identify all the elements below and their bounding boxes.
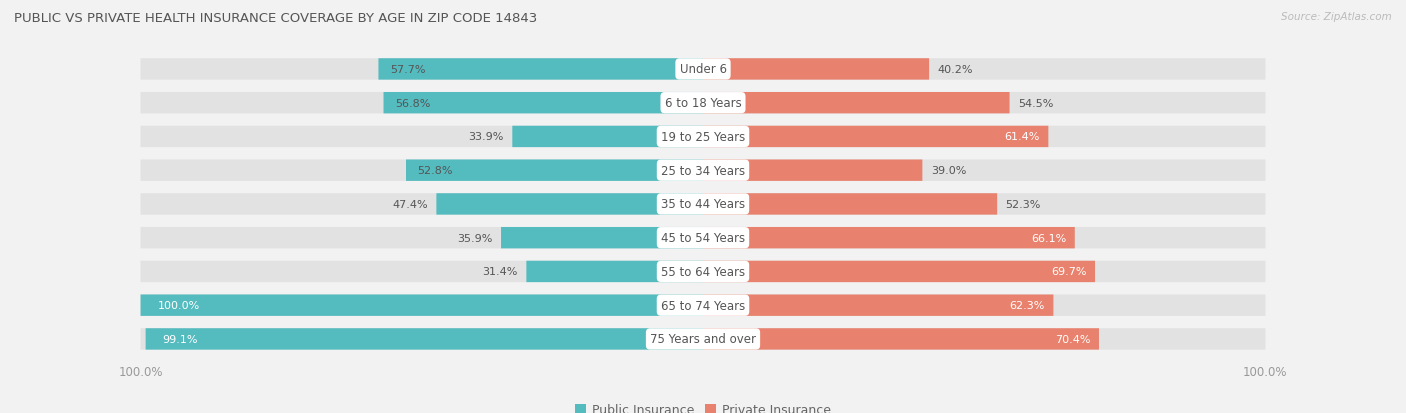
FancyBboxPatch shape xyxy=(703,295,1053,316)
Text: 39.0%: 39.0% xyxy=(931,166,966,176)
Text: 54.5%: 54.5% xyxy=(1018,98,1053,109)
FancyBboxPatch shape xyxy=(141,228,1265,249)
Text: 31.4%: 31.4% xyxy=(482,267,517,277)
Text: PUBLIC VS PRIVATE HEALTH INSURANCE COVERAGE BY AGE IN ZIP CODE 14843: PUBLIC VS PRIVATE HEALTH INSURANCE COVER… xyxy=(14,12,537,25)
Text: 75 Years and over: 75 Years and over xyxy=(650,332,756,346)
Text: Under 6: Under 6 xyxy=(679,63,727,76)
FancyBboxPatch shape xyxy=(141,126,1265,148)
Text: 47.4%: 47.4% xyxy=(392,199,427,209)
Text: 33.9%: 33.9% xyxy=(468,132,503,142)
Text: 57.7%: 57.7% xyxy=(389,65,425,75)
FancyBboxPatch shape xyxy=(703,228,1074,249)
Text: 66.1%: 66.1% xyxy=(1031,233,1066,243)
FancyBboxPatch shape xyxy=(141,194,1265,215)
FancyBboxPatch shape xyxy=(703,59,929,81)
FancyBboxPatch shape xyxy=(703,194,997,215)
FancyBboxPatch shape xyxy=(526,261,703,282)
FancyBboxPatch shape xyxy=(141,93,1265,114)
FancyBboxPatch shape xyxy=(384,93,703,114)
Text: 100.0%: 100.0% xyxy=(157,300,200,311)
Text: 62.3%: 62.3% xyxy=(1010,300,1045,311)
Text: 25 to 34 Years: 25 to 34 Years xyxy=(661,164,745,177)
Text: 61.4%: 61.4% xyxy=(1004,132,1040,142)
FancyBboxPatch shape xyxy=(141,261,1265,282)
FancyBboxPatch shape xyxy=(141,328,1265,350)
Text: 52.8%: 52.8% xyxy=(418,166,453,176)
Text: 45 to 54 Years: 45 to 54 Years xyxy=(661,232,745,244)
Text: Source: ZipAtlas.com: Source: ZipAtlas.com xyxy=(1281,12,1392,22)
Text: 19 to 25 Years: 19 to 25 Years xyxy=(661,131,745,144)
Text: 70.4%: 70.4% xyxy=(1054,334,1091,344)
FancyBboxPatch shape xyxy=(141,59,1265,81)
Text: 52.3%: 52.3% xyxy=(1005,199,1040,209)
FancyBboxPatch shape xyxy=(703,93,1010,114)
FancyBboxPatch shape xyxy=(703,126,1049,148)
Legend: Public Insurance, Private Insurance: Public Insurance, Private Insurance xyxy=(569,398,837,413)
FancyBboxPatch shape xyxy=(703,328,1099,350)
Text: 35.9%: 35.9% xyxy=(457,233,492,243)
Text: 99.1%: 99.1% xyxy=(163,334,198,344)
Text: 35 to 44 Years: 35 to 44 Years xyxy=(661,198,745,211)
FancyBboxPatch shape xyxy=(141,160,1265,181)
FancyBboxPatch shape xyxy=(436,194,703,215)
Text: 55 to 64 Years: 55 to 64 Years xyxy=(661,265,745,278)
FancyBboxPatch shape xyxy=(512,126,703,148)
Text: 65 to 74 Years: 65 to 74 Years xyxy=(661,299,745,312)
FancyBboxPatch shape xyxy=(703,261,1095,282)
Text: 56.8%: 56.8% xyxy=(395,98,430,109)
FancyBboxPatch shape xyxy=(141,295,703,316)
FancyBboxPatch shape xyxy=(703,160,922,181)
FancyBboxPatch shape xyxy=(406,160,703,181)
FancyBboxPatch shape xyxy=(141,295,1265,316)
FancyBboxPatch shape xyxy=(501,228,703,249)
Text: 40.2%: 40.2% xyxy=(938,65,973,75)
Text: 69.7%: 69.7% xyxy=(1052,267,1087,277)
Text: 6 to 18 Years: 6 to 18 Years xyxy=(665,97,741,110)
FancyBboxPatch shape xyxy=(146,328,703,350)
FancyBboxPatch shape xyxy=(378,59,703,81)
